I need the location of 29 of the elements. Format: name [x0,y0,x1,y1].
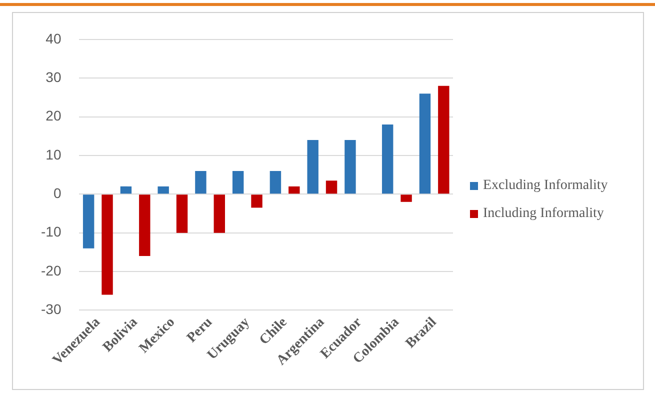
bar [139,194,150,256]
bar [326,180,338,194]
y-tick-label: 30 [46,68,62,85]
y-tick-label: 20 [46,108,62,124]
bar [158,186,169,194]
y-tick-label: 10 [46,146,62,162]
bar [176,194,188,233]
y-tick-label: -30 [41,301,62,318]
legend-label: Excluding Informality [483,178,608,194]
bar [214,194,226,233]
bar [120,186,132,194]
bar [307,140,318,194]
y-tick-label: -10 [41,224,62,240]
y-tick-label: 40 [46,30,62,46]
bar [344,140,356,194]
bar [102,194,113,295]
bar [438,86,450,194]
bar [400,194,412,202]
bar [195,170,206,194]
y-tick-label: -20 [41,262,62,278]
bar [382,124,394,194]
bar [270,170,282,194]
bar [82,194,94,248]
bar [251,194,262,208]
bar [419,94,431,194]
bar [232,170,244,194]
y-tick-label: 0 [53,185,62,202]
bar [288,186,300,194]
legend-label: Including Informality [483,206,604,222]
